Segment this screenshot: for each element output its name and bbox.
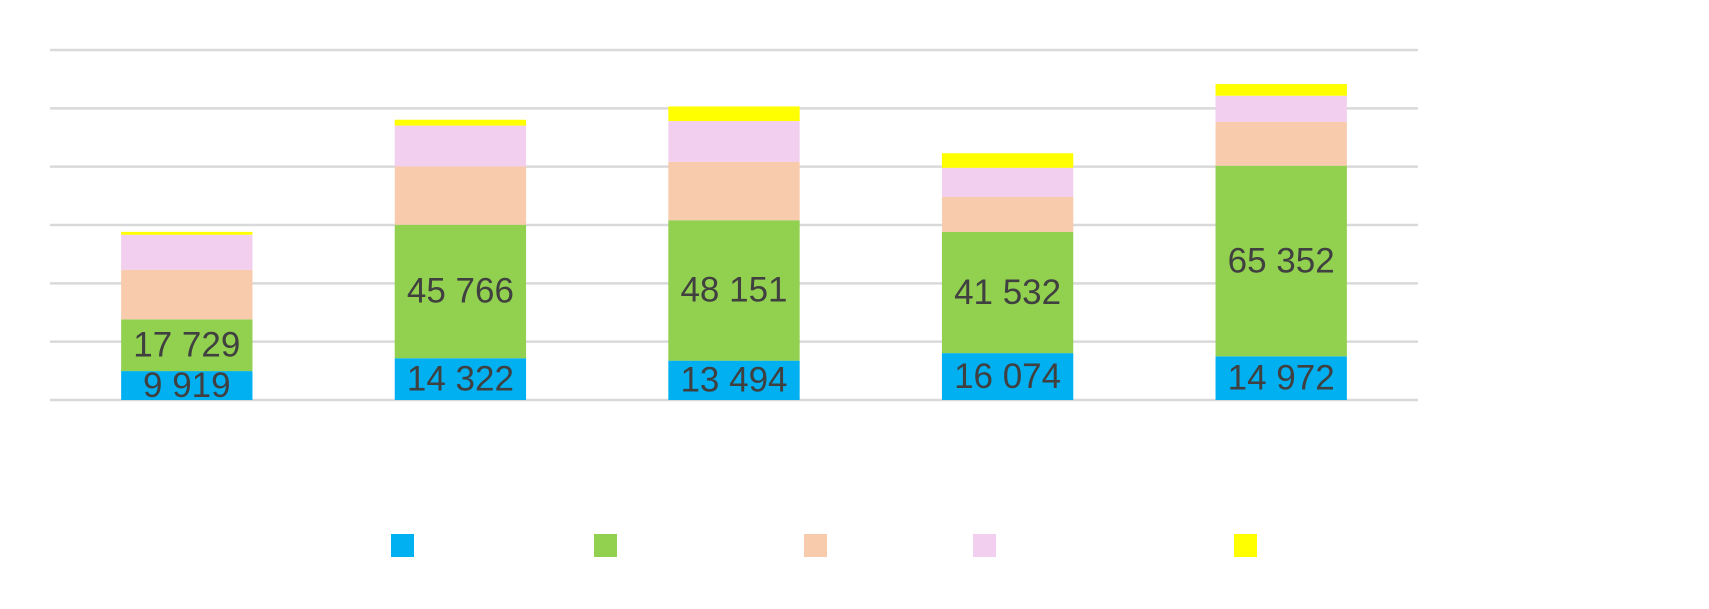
bar-segment [668, 360, 800, 400]
bar-segment [394, 166, 527, 225]
data-label: 45 766 [407, 272, 514, 311]
bar-segment [121, 231, 253, 235]
bar-segment [394, 119, 527, 126]
bar-segment [668, 106, 800, 122]
bar-segment [1215, 95, 1347, 122]
data-label: 13 494 [680, 361, 787, 400]
data-label: 17 729 [133, 325, 240, 364]
bar-segment [1215, 165, 1347, 357]
legend-swatch [391, 534, 414, 557]
bar-segment [668, 121, 800, 162]
bar-segment [941, 353, 1074, 400]
legend-swatch [804, 534, 827, 557]
data-label: 65 352 [1228, 241, 1335, 280]
data-label: 41 532 [954, 273, 1061, 312]
bar-segment [121, 319, 253, 372]
bar-segment [941, 231, 1074, 354]
bar-segment [394, 358, 527, 400]
bar-segment [121, 234, 253, 270]
bar-segment [1215, 121, 1347, 166]
legend-swatch [1234, 534, 1257, 557]
data-label: 9 919 [143, 366, 231, 405]
data-label: 48 151 [680, 271, 787, 310]
bar-segment [668, 220, 800, 361]
data-label: 14 322 [407, 359, 514, 398]
bar-segment [1215, 84, 1347, 96]
bar-segment [941, 167, 1074, 197]
bar-segment [394, 125, 527, 167]
bar-segment [394, 224, 527, 359]
data-label: 14 972 [1228, 358, 1335, 397]
bar-segment [941, 196, 1074, 232]
legend-swatch [594, 534, 617, 557]
bar-segment [121, 371, 253, 400]
data-label: 16 074 [954, 357, 1061, 396]
legend-swatch [973, 534, 996, 557]
bar-segment [1215, 356, 1347, 400]
bar-segment [668, 161, 800, 221]
bar-segment [941, 153, 1074, 168]
bar-segment [121, 269, 253, 320]
